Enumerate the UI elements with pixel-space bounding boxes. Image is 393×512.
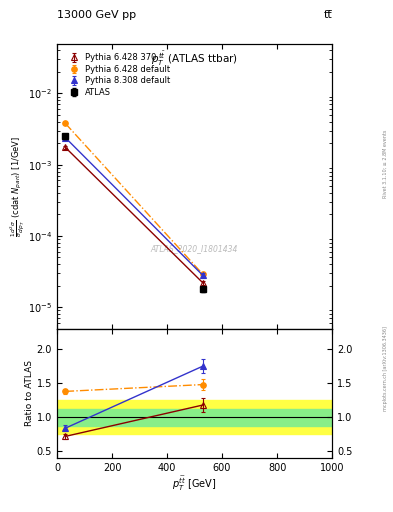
Bar <box>57 400 332 434</box>
X-axis label: $p^{\bar{t}\bar{t}}_T$ [GeV]: $p^{\bar{t}\bar{t}}_T$ [GeV] <box>172 475 217 493</box>
Legend: Pythia 6.428 370, Pythia 6.428 default, Pythia 8.308 default, ATLAS: Pythia 6.428 370, Pythia 6.428 default, … <box>67 53 170 97</box>
Text: ATLAS_2020_I1801434: ATLAS_2020_I1801434 <box>151 244 238 253</box>
Bar <box>57 409 332 426</box>
Text: 13000 GeV pp: 13000 GeV pp <box>57 10 136 20</box>
Y-axis label: Ratio to ATLAS: Ratio to ATLAS <box>25 360 34 426</box>
Text: $p_T^{t\bar{t}}$ (ATLAS ttbar): $p_T^{t\bar{t}}$ (ATLAS ttbar) <box>151 49 238 68</box>
Text: tt̅: tt̅ <box>323 10 332 20</box>
Y-axis label: $\frac{1}{\sigma}\frac{d^2\sigma}{dp_T}$ (cdat $N_{part}$) [1/GeV]: $\frac{1}{\sigma}\frac{d^2\sigma}{dp_T}$… <box>9 136 27 237</box>
Text: Rivet 3.1.10; ≥ 2.8M events: Rivet 3.1.10; ≥ 2.8M events <box>383 130 387 198</box>
Text: mcplots.cern.ch [arXiv:1306.3436]: mcplots.cern.ch [arXiv:1306.3436] <box>383 326 387 411</box>
